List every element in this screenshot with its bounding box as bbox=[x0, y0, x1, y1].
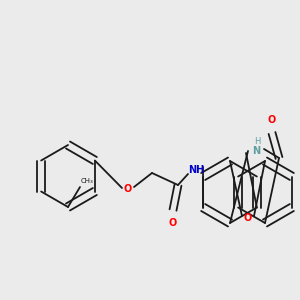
Text: NH: NH bbox=[188, 165, 204, 175]
Text: CH₃: CH₃ bbox=[81, 178, 94, 184]
Text: O: O bbox=[124, 184, 132, 194]
Text: O: O bbox=[244, 213, 252, 223]
Text: H: H bbox=[254, 136, 260, 146]
Text: N: N bbox=[252, 146, 260, 156]
Text: O: O bbox=[268, 115, 276, 125]
Text: O: O bbox=[169, 218, 177, 228]
